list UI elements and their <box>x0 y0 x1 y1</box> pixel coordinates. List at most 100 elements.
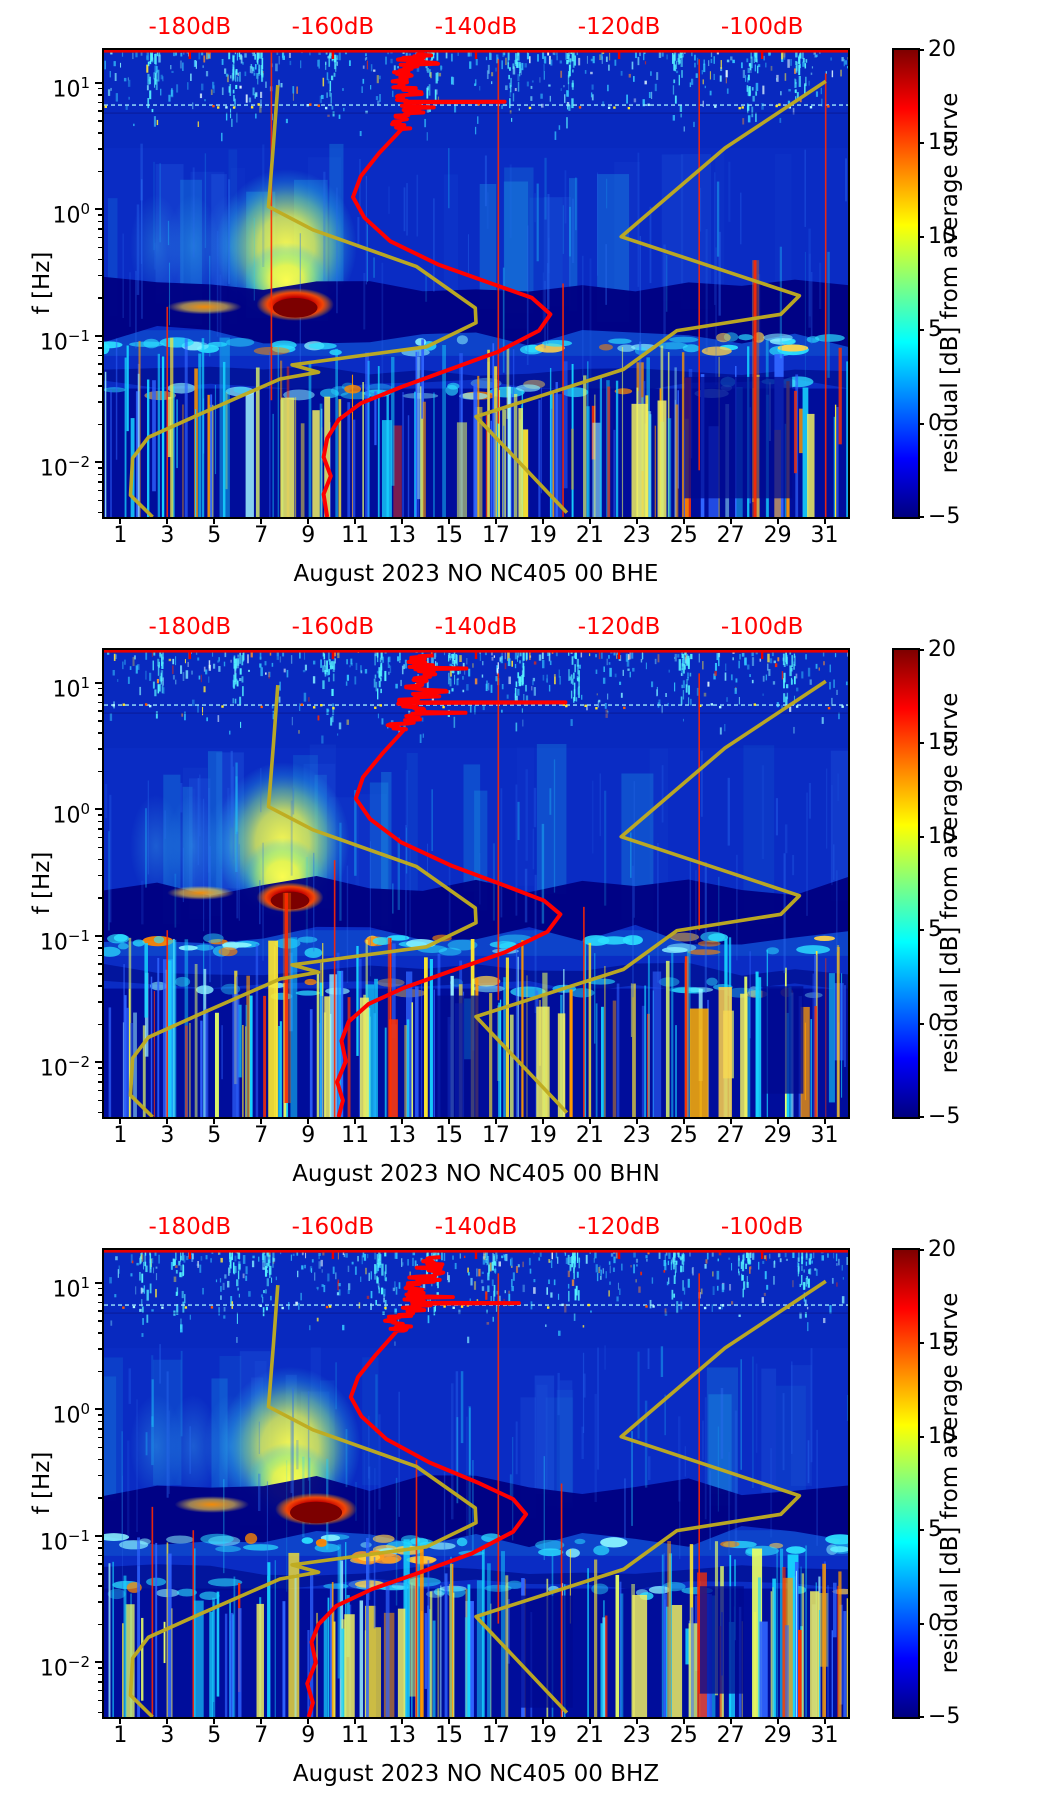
y-minor-tick-mark <box>98 710 103 712</box>
x-tick-label: 1 <box>113 1123 128 1148</box>
x-tick-label: 21 <box>575 523 604 548</box>
x-tick-label: 21 <box>575 1123 604 1148</box>
x-tick-mark <box>213 1717 216 1724</box>
y-minor-tick-mark <box>98 732 103 734</box>
y-minor-tick-mark <box>98 973 103 975</box>
y-minor-tick-mark <box>98 1563 103 1565</box>
colorbar-tick-mark <box>918 929 924 932</box>
y-minor-tick-mark <box>98 499 103 502</box>
y-minor-tick-mark <box>98 87 103 90</box>
colorbar-tick-label: 10 <box>928 1423 956 1449</box>
top-db-tick-label: -160dB <box>291 14 375 40</box>
top-db-tick-label: -140dB <box>434 614 518 640</box>
x-tick-mark <box>307 517 310 524</box>
x-tick-mark <box>776 1717 779 1724</box>
y-minor-tick-mark <box>98 1689 103 1692</box>
x-axis-title: August 2023 NO NC405 00 BHN <box>292 1161 660 1187</box>
y-minor-tick-mark <box>98 489 103 492</box>
y-tick-mark <box>95 1061 103 1064</box>
colorbar <box>892 1248 920 1719</box>
colorbar-tick-mark <box>918 422 924 425</box>
colorbar-tick-mark <box>918 1435 924 1438</box>
y-tick-mark <box>95 681 103 684</box>
x-tick-mark <box>260 1717 263 1724</box>
x-tick-label: 3 <box>160 523 175 548</box>
x-tick-mark <box>354 1717 357 1724</box>
heatmap-bhn <box>104 650 848 1117</box>
x-tick-mark <box>401 1717 404 1724</box>
x-tick-label: 27 <box>716 1123 745 1148</box>
y-minor-tick-mark <box>98 1699 103 1702</box>
y-minor-tick-mark <box>98 132 103 134</box>
x-tick-label: 21 <box>575 1723 604 1748</box>
colorbar <box>892 648 920 1119</box>
y-tick-label: 10−1 <box>39 1526 90 1556</box>
colorbar-tick-label: 20 <box>928 37 956 62</box>
colorbar-tick-label: 10 <box>928 823 956 849</box>
x-tick-label: 31 <box>810 1723 839 1748</box>
x-tick-label: 7 <box>254 523 269 548</box>
y-minor-tick-mark <box>98 897 103 899</box>
y-tick-mark <box>95 334 103 337</box>
y-tick-label: 100 <box>52 1400 90 1429</box>
y-minor-tick-mark <box>98 1287 103 1290</box>
y-minor-tick-mark <box>98 687 103 690</box>
y-minor-tick-mark <box>98 423 103 426</box>
colorbar-tick-mark <box>918 516 924 518</box>
y-minor-tick-mark <box>98 770 103 773</box>
y-tick-label: 100 <box>52 800 90 829</box>
x-tick-label: 31 <box>810 523 839 548</box>
x-tick-mark <box>682 1717 685 1724</box>
colorbar-tick-mark <box>918 835 924 838</box>
x-tick-mark <box>448 1117 450 1124</box>
y-minor-tick-mark <box>98 858 103 861</box>
y-minor-tick-mark <box>98 94 103 96</box>
colorbar-tick-label: −5 <box>928 1704 961 1729</box>
x-tick-mark <box>541 1117 544 1124</box>
colorbar-tick-mark <box>918 1716 924 1718</box>
x-tick-label: 23 <box>622 1723 651 1748</box>
x-tick-mark <box>354 517 357 524</box>
y-tick-label: 10−2 <box>39 453 90 482</box>
heatmap-bhe <box>104 50 848 517</box>
x-tick-mark <box>166 517 169 524</box>
y-minor-tick-mark <box>98 1310 103 1312</box>
colorbar-tick-label: 5 <box>928 917 942 943</box>
colorbar-tick-label: 0 <box>928 1010 942 1036</box>
y-minor-tick-mark <box>98 985 103 987</box>
x-tick-label: 13 <box>388 1723 417 1748</box>
y-minor-tick-mark <box>98 1332 103 1334</box>
y-minor-tick-mark <box>98 258 103 261</box>
x-tick-label: 3 <box>160 1723 175 1748</box>
x-tick-mark <box>635 1717 638 1724</box>
y-tick-mark <box>95 1534 103 1537</box>
x-tick-label: 29 <box>763 523 792 548</box>
x-tick-mark <box>401 517 404 524</box>
x-tick-mark <box>260 1117 263 1124</box>
x-tick-mark <box>307 1717 310 1724</box>
y-minor-tick-mark <box>98 297 103 299</box>
y-minor-tick-mark <box>98 120 103 122</box>
top-db-tick-label: -180dB <box>148 614 232 640</box>
x-axis-title: August 2023 NO NC405 00 BHE <box>293 561 659 587</box>
y-minor-tick-mark <box>98 720 103 722</box>
x-tick-label: 17 <box>481 1723 510 1748</box>
y-minor-tick-mark <box>98 481 103 483</box>
y-tick-mark <box>95 934 103 937</box>
colorbar-tick-mark <box>918 142 924 145</box>
x-tick-label: 15 <box>435 1123 463 1148</box>
y-minor-tick-mark <box>98 814 103 816</box>
y-tick-label: 10−2 <box>39 1653 90 1682</box>
y-tick-mark <box>95 808 103 811</box>
y-minor-tick-mark <box>98 940 103 943</box>
y-minor-tick-mark <box>98 1428 103 1430</box>
y-tick-mark <box>95 1281 103 1284</box>
y-minor-tick-mark <box>98 1294 103 1296</box>
x-tick-label: 27 <box>716 523 745 548</box>
y-minor-tick-mark <box>98 1446 103 1449</box>
x-tick-mark <box>776 1117 779 1124</box>
colorbar-tick-label: 0 <box>928 410 942 436</box>
x-tick-label: 9 <box>301 523 316 548</box>
y-minor-tick-mark <box>98 1370 103 1373</box>
